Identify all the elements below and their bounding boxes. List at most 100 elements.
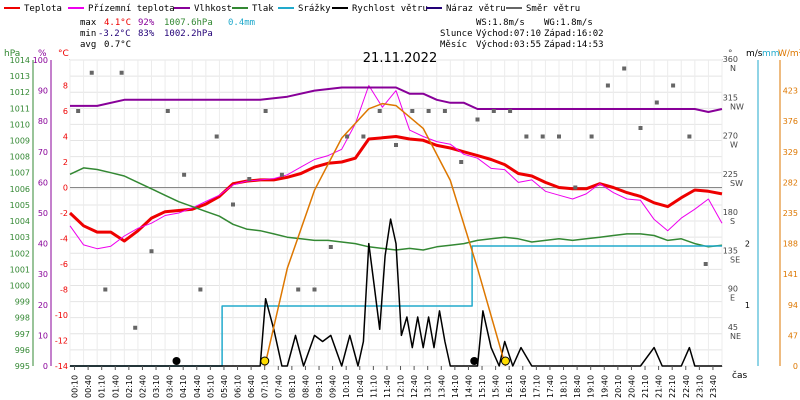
tick-label-pct: 10 <box>38 331 48 340</box>
tick-label-time: 08:10 <box>288 375 297 398</box>
tick-label-dir-name: NE <box>730 332 741 341</box>
axis-title-ms: m/s <box>746 49 763 59</box>
tick-label-hpa: 1004 <box>10 217 30 226</box>
tick-label-pct: 70 <box>38 148 48 157</box>
wind-direction-marker <box>182 172 187 177</box>
tick-label-rad: 376 <box>783 117 798 126</box>
info-ws: WS:1.8m/s <box>476 18 525 28</box>
tick-label-time: 22:10 <box>668 375 677 398</box>
axis-title-hpa: hPa <box>4 49 20 59</box>
legend-label-rychlost-vetru: Rychlost větru <box>352 4 428 14</box>
tick-label-time: 01:40 <box>111 375 120 398</box>
tick-label-dir-deg: 45 <box>728 323 738 332</box>
tick-label-pct: 40 <box>38 240 48 249</box>
tick-label-rad: 235 <box>783 209 798 218</box>
tick-label-dir-deg: 135 <box>723 246 738 255</box>
wind-direction-marker <box>133 325 138 330</box>
tick-label-hpa: 1014 <box>10 56 30 65</box>
legend-label-tlak: Tlak <box>252 4 274 14</box>
wind-direction-marker <box>345 134 350 139</box>
wind-direction-marker <box>312 287 317 292</box>
tick-label-pct: 80 <box>38 117 48 126</box>
wind-direction-marker <box>622 66 627 71</box>
tick-label-time: 01:10 <box>98 375 107 398</box>
tick-label-time: 05:40 <box>220 375 229 398</box>
tick-label-time: 15:10 <box>478 375 487 398</box>
tick-label-hpa: 995 <box>15 362 30 371</box>
tick-label-hpa: 1001 <box>10 265 30 274</box>
info-sun-set: Západ:16:02 <box>544 29 604 39</box>
legend-label-prizemni-teplota: Přízemní teplota <box>88 4 175 14</box>
tick-label-temp: 2 <box>63 158 68 167</box>
info-block: WS:1.8m/s WG:1.8m/s Slunce Východ:07:10 … <box>440 18 604 50</box>
chart-series-layer <box>68 66 723 367</box>
tick-label-rad: 282 <box>783 178 798 187</box>
tick-label-hpa: 1006 <box>10 185 30 194</box>
tick-label-time: 22:40 <box>682 375 691 398</box>
tick-label-time: 09:40 <box>329 375 338 398</box>
stats-max-label: max <box>80 18 97 28</box>
tick-label-dir-name: SW <box>730 179 743 188</box>
tick-label-time: 12:40 <box>410 375 419 398</box>
tick-label-temp: 4 <box>63 133 68 142</box>
sunset-marker <box>500 356 510 366</box>
tick-label-pct: 90 <box>38 87 48 96</box>
tick-label-rad: 329 <box>783 148 798 157</box>
tick-label-temp: -12 <box>55 337 68 346</box>
tick-label-pct: 100 <box>33 56 48 65</box>
wind-direction-marker <box>103 287 108 292</box>
legend-label-smer-vetru: Směr větru <box>526 4 580 14</box>
wind-direction-marker <box>475 117 480 122</box>
chart-axes-layer: 1014101310121011101010091008100710061005… <box>10 55 798 398</box>
tick-label-dir-name: E <box>730 294 735 303</box>
tick-label-temp: -4 <box>60 235 68 244</box>
wind-direction-marker <box>377 109 382 113</box>
stats-min-temp: -3.2°C <box>98 29 131 39</box>
wind-direction-marker <box>491 109 496 113</box>
axis-title-cas: čas <box>732 370 747 381</box>
tick-label-pct: 20 <box>38 301 48 310</box>
wind-direction-marker <box>279 172 284 177</box>
tick-label-temp: -8 <box>60 286 68 295</box>
tick-label-temp: -14 <box>55 362 68 371</box>
tick-label-rad: 47 <box>788 331 798 340</box>
tick-label-rad: 94 <box>788 301 798 310</box>
tick-label-time: 20:10 <box>614 375 623 398</box>
moonset-marker <box>470 357 479 365</box>
tick-label-pct: 50 <box>38 209 48 218</box>
moonrise-marker <box>172 357 181 365</box>
wind-direction-marker <box>296 287 301 292</box>
stats-avg-temp: 0.7°C <box>104 40 131 50</box>
series-line-slune-n-z-en- <box>264 102 507 367</box>
wind-direction-marker <box>524 134 529 139</box>
series-line-vlhkost <box>70 86 723 113</box>
wind-direction-marker <box>589 134 594 139</box>
tick-label-time: 20:40 <box>627 375 636 398</box>
tick-label-time: 02:40 <box>138 375 147 398</box>
info-sun-rise: Východ:07:10 <box>476 29 541 39</box>
tick-label-time: 16:10 <box>505 375 514 398</box>
wind-direction-marker <box>687 134 692 139</box>
tick-label-dir-deg: 225 <box>723 170 738 179</box>
tick-label-temp: -2 <box>60 209 68 218</box>
tick-label-ms: 1 <box>745 301 750 310</box>
tick-label-time: 04:10 <box>179 375 188 398</box>
tick-label-hpa: 996 <box>15 346 30 355</box>
tick-label-rad: 0 <box>793 362 798 371</box>
wind-direction-marker <box>231 202 235 207</box>
tick-label-hpa: 1009 <box>10 137 30 146</box>
tick-label-dir-name: SE <box>730 255 740 264</box>
tick-label-hpa: 1002 <box>10 249 30 258</box>
tick-label-pct: 30 <box>38 270 48 279</box>
tick-label-hpa: 1013 <box>10 72 30 81</box>
tick-label-dir-name: NW <box>730 102 744 111</box>
wind-direction-marker <box>426 109 431 113</box>
tick-label-time: 04:40 <box>193 375 202 398</box>
tick-label-time: 06:40 <box>247 375 256 398</box>
tick-label-hpa: 1007 <box>10 169 30 178</box>
tick-label-time: 03:40 <box>166 375 175 398</box>
tick-label-temp: 0 <box>63 184 68 193</box>
chart-title: 21.11.2022 <box>363 51 437 66</box>
tick-label-time: 16:40 <box>519 375 528 398</box>
tick-label-time: 23:40 <box>709 375 718 398</box>
